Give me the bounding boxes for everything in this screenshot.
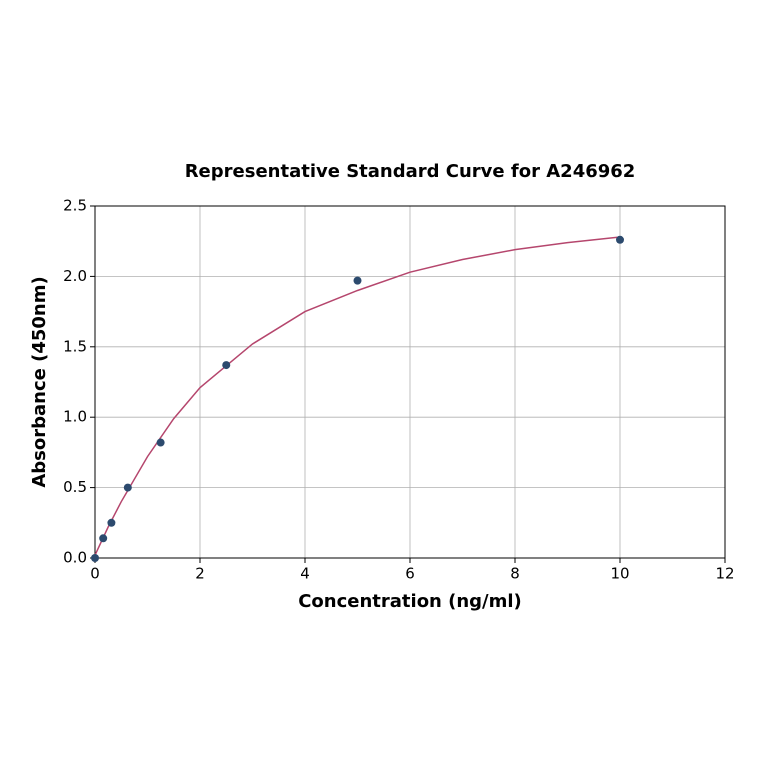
data-point [123,483,132,492]
data-point [91,554,99,562]
y-tick-label: 0.0 [63,549,87,567]
data-point [107,518,116,527]
y-axis-label: Absorbance (450nm) [29,276,50,487]
y-tick-label: 2.0 [63,267,87,285]
chart-title: Representative Standard Curve for A24696… [185,161,636,182]
fit-curve [94,236,621,556]
x-tick-label: 10 [610,565,629,583]
x-tick-label: 0 [90,565,100,583]
data-point [156,438,165,447]
data-point [616,235,624,244]
x-axis-label: Concentration (ng/ml) [298,591,522,612]
x-tick-label: 12 [715,565,734,583]
plot-frame [94,205,726,559]
x-tick-label: 6 [405,565,415,583]
y-tick-label: 2.5 [63,197,87,215]
y-tick-label: 0.5 [63,478,87,496]
y-tick-label: 1.0 [63,408,87,426]
x-tick-label: 8 [510,565,520,583]
data-point [222,361,231,370]
x-tick-label: 4 [300,565,310,583]
y-tick-label: 1.5 [63,337,87,355]
data-point [353,276,362,285]
data-point [99,534,108,543]
x-tick-label: 2 [195,565,205,583]
